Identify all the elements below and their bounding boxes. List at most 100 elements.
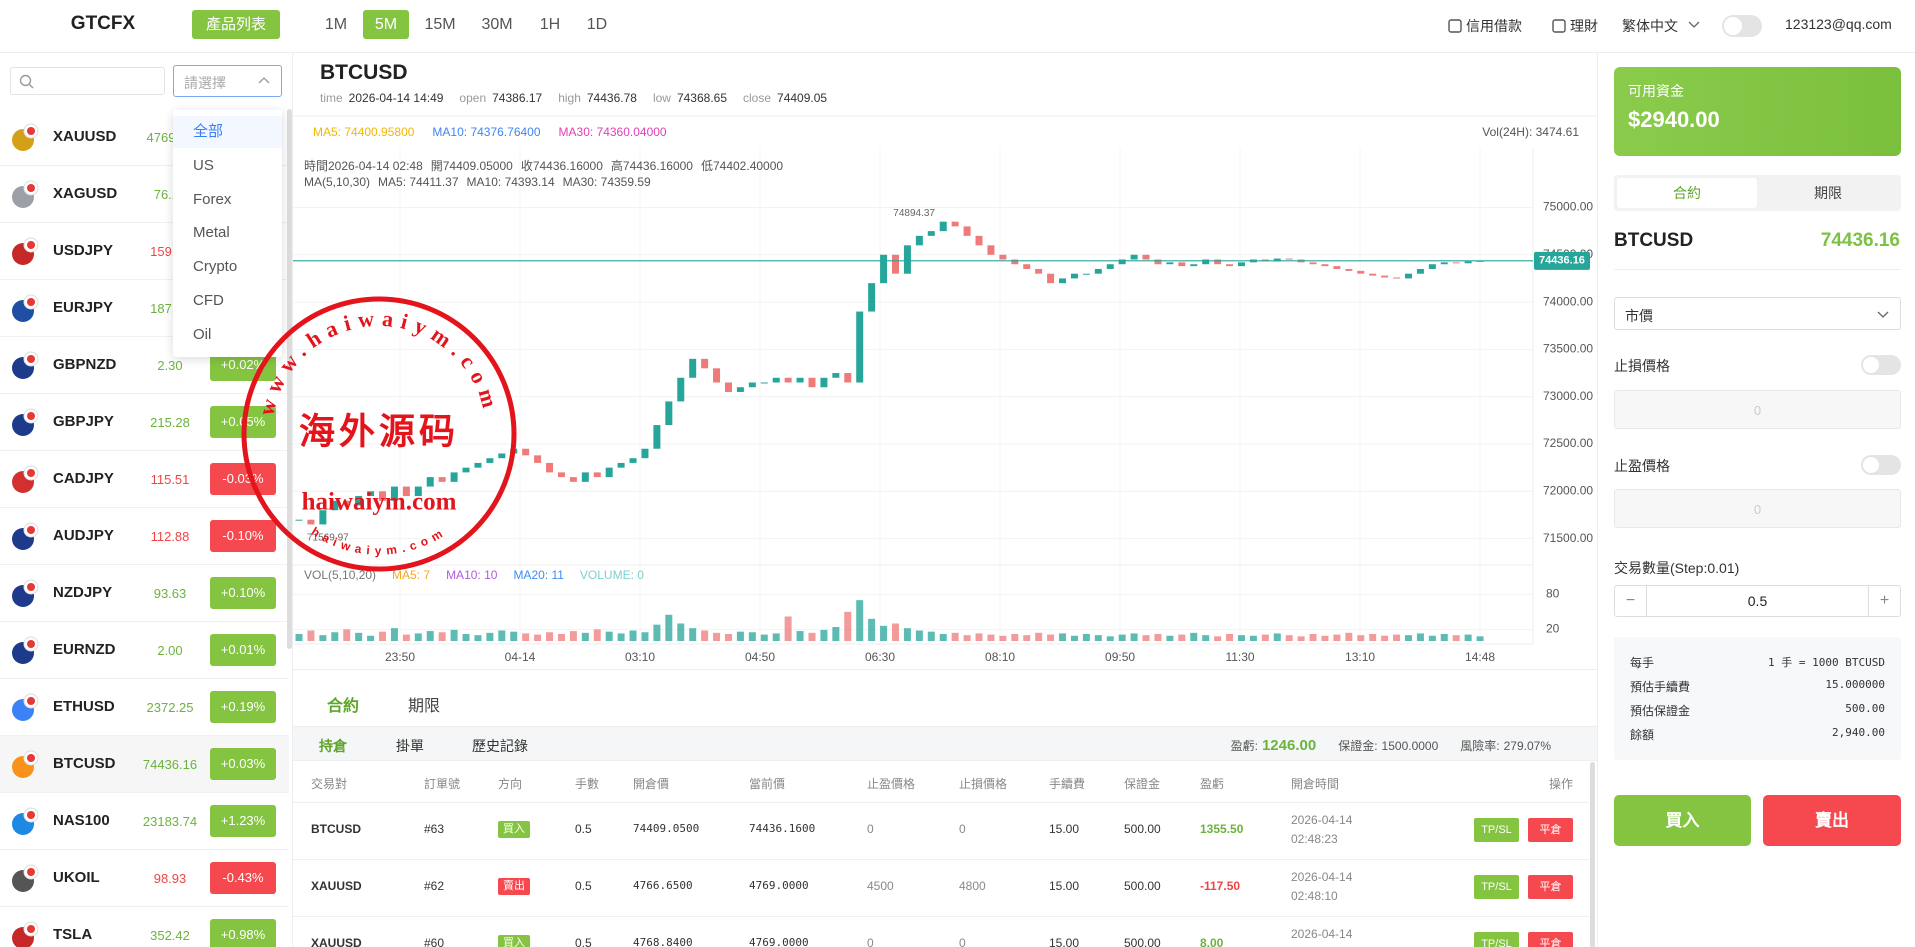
- plus-button[interactable]: +: [1868, 586, 1900, 616]
- icon-shape: [27, 241, 35, 249]
- dropdown-item[interactable]: Crypto: [193, 258, 238, 276]
- dropdown-item[interactable]: US: [193, 156, 214, 174]
- timeframe-button[interactable]: 1H: [539, 16, 561, 33]
- close-button[interactable]: 平倉: [1528, 875, 1573, 899]
- timeframe-button[interactable]: 1M: [324, 16, 348, 33]
- volume-bar: [808, 632, 816, 641]
- volume-bar: [892, 623, 899, 641]
- symbol-row[interactable]: UKOIL 98.93 -0.43%: [0, 850, 289, 907]
- candle-body: [486, 458, 494, 463]
- summary-value: 279.07%: [1503, 739, 1551, 753]
- detail-label: 預估保證金: [1630, 704, 1691, 718]
- x-tick-label: 11:30: [1225, 650, 1254, 664]
- candle-body: [617, 462, 625, 468]
- category-select[interactable]: 請選擇: [173, 65, 282, 97]
- quantity-value[interactable]: 0.5: [1747, 593, 1768, 609]
- symbol-row[interactable]: AUDJPY 112.88 -0.10%: [0, 508, 289, 565]
- tpsl-button[interactable]: TP/SL: [1474, 818, 1519, 842]
- volume-bar: [534, 634, 542, 641]
- volume-label: MA20: 11: [513, 568, 564, 582]
- cell-pair: BTCUSD: [311, 822, 361, 836]
- min-label: 71569.97: [307, 533, 349, 544]
- top-link[interactable]: 理財: [1570, 18, 1598, 34]
- buy-button[interactable]: 買入: [1614, 795, 1751, 846]
- symbol-row[interactable]: NZDJPY 93.63 +0.10%: [0, 565, 289, 622]
- icon-shape: [27, 298, 35, 306]
- symbol-row[interactable]: BTCUSD 74436.16 +0.03%: [0, 736, 289, 793]
- cell-open: 4768.8400: [633, 936, 693, 947]
- timeframe-button[interactable]: 5M: [363, 10, 409, 39]
- symbol-row[interactable]: NAS100 23183.74 +1.23%: [0, 793, 289, 850]
- volume-bar: [1357, 635, 1365, 641]
- field-toggle[interactable]: [1861, 355, 1901, 375]
- price-input[interactable]: 0: [1614, 489, 1901, 528]
- timeframe-button[interactable]: 30M: [481, 16, 513, 33]
- timeframe-button[interactable]: 1D: [586, 16, 608, 33]
- cell-fee: 15.00: [1049, 936, 1080, 947]
- icon-shape: [27, 184, 35, 192]
- order-tab-active[interactable]: 合約: [1617, 178, 1757, 208]
- dropdown-item[interactable]: 全部: [173, 116, 282, 148]
- icon-shape: [27, 127, 35, 135]
- candle-body: [1345, 268, 1353, 271]
- theme-toggle[interactable]: [1722, 15, 1762, 37]
- icon-shape: [28, 83, 34, 89]
- minus-button[interactable]: −: [1615, 586, 1647, 616]
- candle-body: [844, 373, 852, 383]
- candle-body: [689, 358, 697, 378]
- products-button[interactable]: 產品列表: [192, 10, 280, 39]
- cell-current: 4769.0000: [749, 879, 809, 892]
- tpsl-button[interactable]: TP/SL: [1474, 932, 1519, 947]
- symbol-name: XAUUSD: [53, 128, 117, 145]
- volume-bar: [414, 633, 422, 641]
- positions-subtab[interactable]: 掛單: [396, 738, 424, 754]
- symbol-name: USDJPY: [53, 242, 114, 259]
- timeframe-button[interactable]: 15M: [424, 16, 456, 33]
- column-header: 交易對: [311, 777, 348, 791]
- volume-bar: [1464, 634, 1472, 641]
- cell-date: 2026-04-14: [1291, 870, 1353, 884]
- tpsl-button[interactable]: TP/SL: [1474, 875, 1519, 899]
- dropdown-item[interactable]: Oil: [193, 325, 212, 343]
- close-button[interactable]: 平倉: [1528, 818, 1573, 842]
- dropdown-item[interactable]: CFD: [193, 292, 224, 309]
- volume-labels: VOL(5,10,20) MA5: 7 MA10: 10 MA20: 11 VOLUME…: [304, 568, 660, 582]
- candle-body: [927, 231, 935, 236]
- order-tab[interactable]: 期限: [1814, 185, 1842, 201]
- volume-bar: [569, 631, 577, 641]
- positions-tab[interactable]: 合約: [326, 698, 359, 715]
- positions-tab[interactable]: 期限: [407, 698, 440, 715]
- field-toggle[interactable]: [1861, 455, 1901, 475]
- symbol-row[interactable]: EURNZD 2.00 +0.01%: [0, 622, 289, 679]
- top-link[interactable]: 信用借款: [1466, 18, 1522, 34]
- user-email[interactable]: 123123@qq.com: [1785, 16, 1892, 32]
- close-button[interactable]: 平倉: [1528, 932, 1573, 947]
- candle-body: [963, 226, 971, 236]
- dropdown-item[interactable]: Forex: [193, 190, 232, 208]
- symbol-row[interactable]: ETHUSD 2372.25 +0.19%: [0, 679, 289, 736]
- symbol-name: NZDJPY: [53, 584, 113, 601]
- sell-button[interactable]: 賣出: [1763, 795, 1901, 846]
- symbol-row[interactable]: CADJPY 115.51 -0.03%: [0, 451, 289, 508]
- icon-shape: [27, 640, 35, 648]
- link-icon: [1552, 19, 1566, 33]
- candle-body: [1070, 273, 1078, 279]
- dropdown-item[interactable]: Metal: [193, 224, 230, 242]
- positions-subtab[interactable]: 持倉: [319, 738, 347, 754]
- order-type-select[interactable]: 市價: [1614, 297, 1901, 330]
- cell-margin: 500.00: [1124, 936, 1161, 947]
- candle-body: [1381, 275, 1389, 278]
- order-price: 74436.16: [1820, 230, 1900, 251]
- symbol-row[interactable]: GBPJPY 215.28 +0.05%: [0, 394, 289, 451]
- select-value: 市價: [1625, 308, 1653, 324]
- column-header: 方向: [498, 777, 523, 791]
- price-input[interactable]: 0: [1614, 390, 1901, 429]
- x-tick-label: 08:10: [985, 650, 1015, 664]
- search-box[interactable]: [10, 67, 165, 95]
- symbol-row[interactable]: TSLA 352.42 +0.98%: [0, 907, 289, 947]
- volume-bar: [295, 634, 303, 641]
- column-header: 止損價格: [959, 777, 1008, 791]
- language-select[interactable]: 繁体中文: [1622, 18, 1678, 34]
- y-tick-label: 74000.00: [1543, 294, 1593, 308]
- positions-subtab[interactable]: 歷史記錄: [472, 738, 528, 754]
